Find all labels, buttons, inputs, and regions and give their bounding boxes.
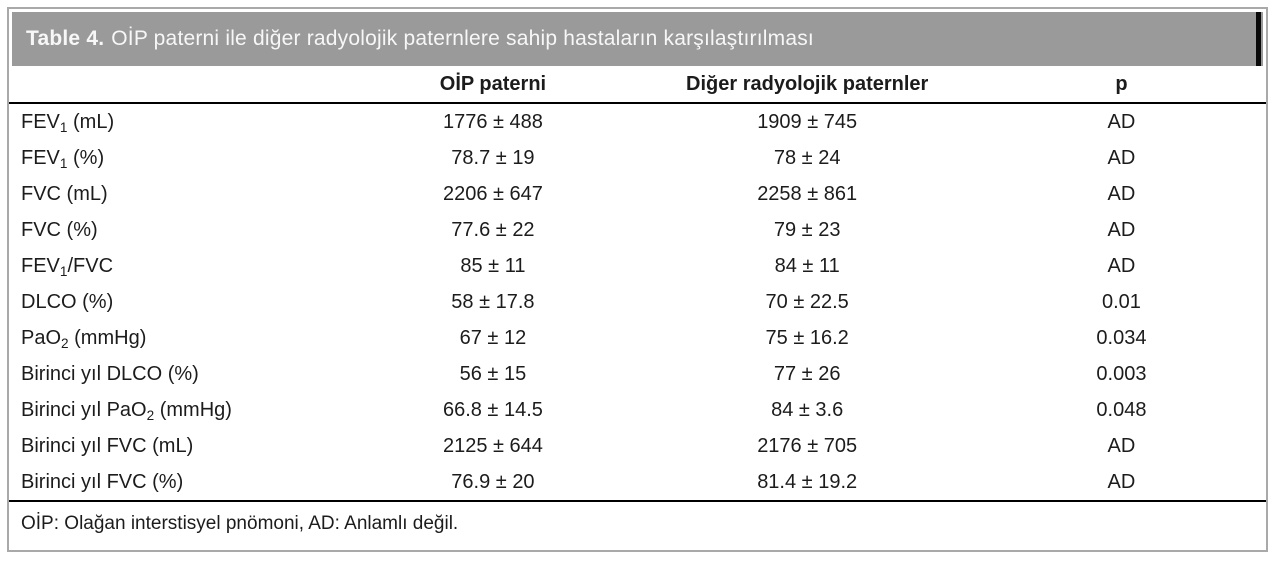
cell-other: 75 ± 16.2 [765,326,849,349]
cell-other: 81.4 ± 19.2 [757,470,858,493]
cell-p: AD [1107,218,1136,241]
table-title-text: OİP paterni ile diğer radyolojik paternl… [111,27,814,50]
table-row: FEV1 (%) 78.7 ± 19 78 ± 24 AD [9,140,1266,176]
cell-p: 0.003 [1096,362,1147,385]
cell-other: 78 ± 24 [773,146,841,169]
table-row: Birinci yıl FVC (mL) 2125 ± 644 2176 ± 7… [9,428,1266,464]
table-row: FVC (%) 77.6 ± 22 79 ± 23 AD [9,212,1266,248]
row-label: Birinci yıl DLCO (%) [21,362,199,385]
table-footnote: OİP: Olağan interstisyel pnömoni, AD: An… [9,500,1266,547]
row-label: FVC (%) [21,218,98,241]
table-row: FEV1/FVC 85 ± 11 84 ± 11 AD [9,248,1266,284]
table-number-label: Table 4. [26,27,105,50]
cell-oip: 77.6 ± 22 [451,218,535,241]
header-diger-paternler: Diğer radyolojik paternler [637,66,977,104]
cell-other: 70 ± 22.5 [765,290,849,313]
cell-oip: 2125 ± 644 [442,434,543,457]
table-row: FEV1 (mL) 1776 ± 488 1909 ± 745 AD [9,103,1266,140]
row-label: FEV1/FVC [21,254,114,279]
cell-other: 2176 ± 705 [757,434,858,457]
header-row: OİP paterni Diğer radyolojik paternler p [9,66,1266,104]
cell-other: 84 ± 11 [774,254,840,277]
table-header: OİP paterni Diğer radyolojik paternler p [9,66,1266,104]
row-label: FEV1 (%) [21,146,105,171]
row-label: Birinci yıl FVC (mL) [21,434,194,457]
table-row: PaO2 (mmHg) 67 ± 12 75 ± 16.2 0.034 [9,320,1266,356]
cell-p: AD [1107,146,1136,169]
header-p-value: p [976,66,1266,104]
row-label: DLCO (%) [21,290,114,313]
header-empty [9,66,349,104]
row-label: PaO2 (mmHg) [21,326,147,351]
cell-oip: 78.7 ± 19 [451,146,535,169]
cell-p: 0.048 [1096,398,1147,421]
cell-p: AD [1107,110,1136,133]
titlebar-right-mark [1256,12,1261,66]
comparison-table: OİP paterni Diğer radyolojik paternler p… [9,66,1266,500]
cell-oip: 67 ± 12 [459,326,527,349]
table-row: Birinci yıl FVC (%) 76.9 ± 20 81.4 ± 19.… [9,464,1266,500]
table-row: FVC (mL) 2206 ± 647 2258 ± 861 AD [9,176,1266,212]
cell-p: AD [1107,470,1136,493]
cell-oip: 76.9 ± 20 [451,470,535,493]
row-label: FVC (mL) [21,182,108,205]
cell-oip: 1776 ± 488 [442,110,543,133]
cell-p: AD [1107,434,1136,457]
cell-other: 79 ± 23 [773,218,841,241]
cell-p: 0.01 [1101,290,1141,313]
table-title: Table 4. OİP paterni ile diğer radyolojik… [26,27,814,51]
cell-p: 0.034 [1096,326,1147,349]
cell-oip: 85 ± 11 [460,254,526,277]
table-title-bar: Table 4. OİP paterni ile diğer radyolojik… [12,12,1263,66]
row-label: Birinci yıl FVC (%) [21,470,184,493]
table-row: Birinci yıl DLCO (%) 56 ± 15 77 ± 26 0.0… [9,356,1266,392]
header-oip-paterni: OİP paterni [348,66,638,104]
cell-p: AD [1107,254,1136,277]
cell-other: 77 ± 26 [773,362,841,385]
cell-oip: 2206 ± 647 [442,182,543,205]
cell-oip: 66.8 ± 14.5 [442,398,543,421]
cell-oip: 56 ± 15 [459,362,527,385]
row-label: Birinci yıl PaO2 (mmHg) [21,398,232,423]
table-frame: Table 4. OİP paterni ile diğer radyolojik… [7,7,1268,552]
cell-other: 84 ± 3.6 [771,398,844,421]
table-row: Birinci yıl PaO2 (mmHg) 66.8 ± 14.5 84 ±… [9,392,1266,428]
cell-other: 1909 ± 745 [757,110,858,133]
row-label: FEV1 (mL) [21,110,115,135]
cell-other: 2258 ± 861 [757,182,858,205]
cell-oip: 58 ± 17.8 [451,290,535,313]
table-row: DLCO (%) 58 ± 17.8 70 ± 22.5 0.01 [9,284,1266,320]
cell-p: AD [1107,182,1136,205]
table-body: FEV1 (mL) 1776 ± 488 1909 ± 745 AD FEV1 … [9,103,1266,500]
